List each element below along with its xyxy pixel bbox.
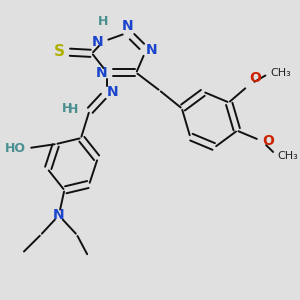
- Text: CH₃: CH₃: [277, 151, 298, 161]
- Text: N: N: [53, 208, 65, 222]
- Text: H: H: [68, 103, 78, 116]
- Text: N: N: [107, 85, 119, 99]
- Text: N: N: [96, 66, 107, 80]
- Text: N: N: [92, 34, 103, 49]
- Text: N: N: [146, 44, 158, 57]
- Text: CH₃: CH₃: [270, 68, 291, 78]
- Text: S: S: [53, 44, 64, 59]
- Text: O: O: [262, 134, 274, 148]
- Text: N: N: [122, 19, 134, 33]
- Text: O: O: [250, 70, 261, 85]
- Text: H: H: [98, 15, 108, 28]
- Text: H: H: [62, 103, 73, 116]
- Text: HO: HO: [5, 142, 26, 155]
